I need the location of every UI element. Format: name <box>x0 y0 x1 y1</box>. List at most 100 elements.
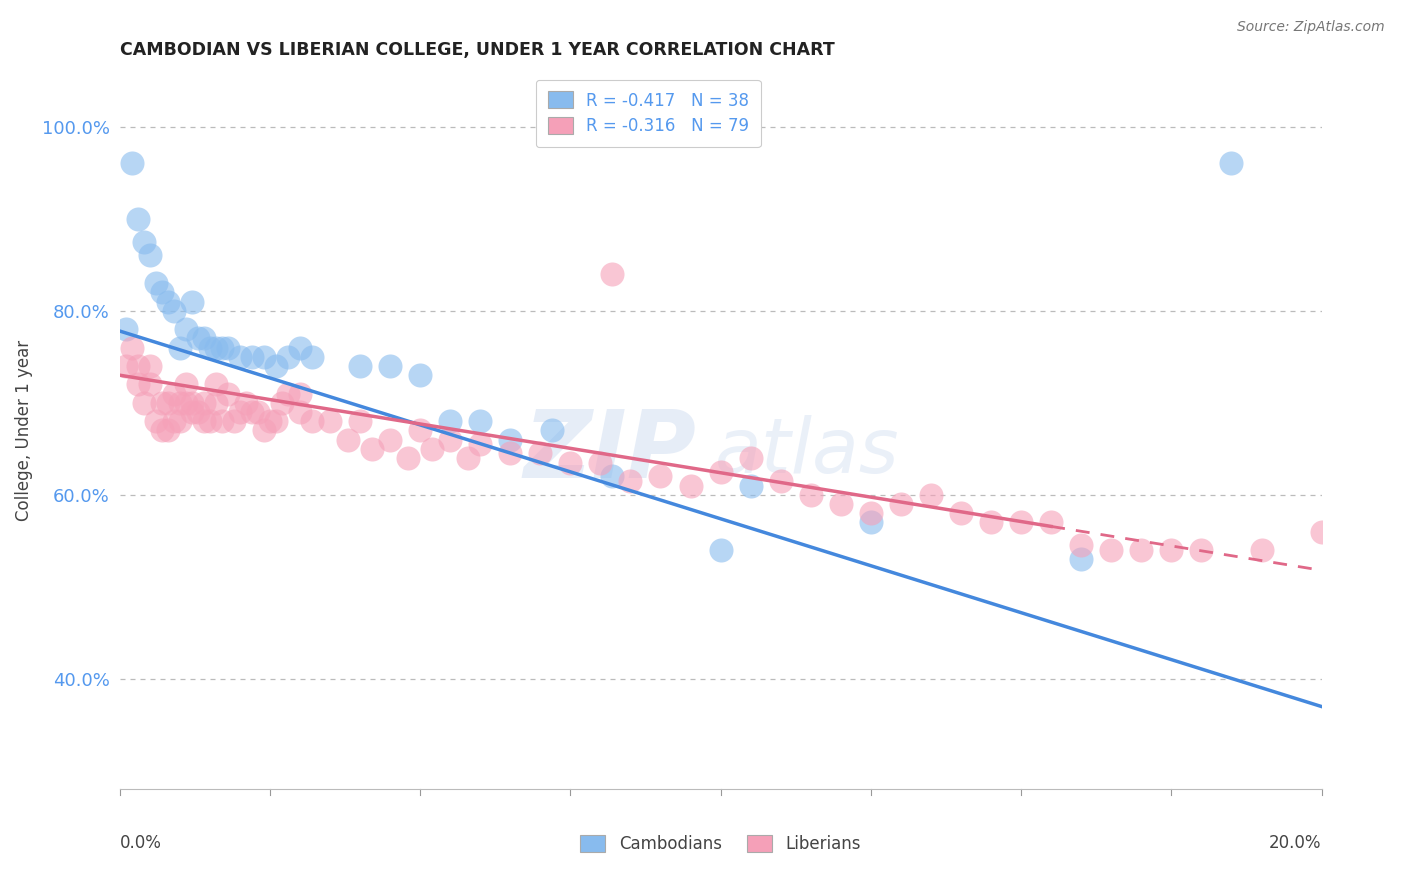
Point <box>740 478 762 492</box>
Point <box>156 396 179 410</box>
Point <box>174 322 197 336</box>
Point <box>650 469 672 483</box>
Point <box>800 488 823 502</box>
Point <box>246 405 269 419</box>
Point <box>950 506 973 520</box>
Point <box>204 396 226 410</box>
Point <box>301 350 323 364</box>
Point <box>264 414 287 428</box>
Point <box>187 331 209 345</box>
Point <box>288 341 311 355</box>
Point <box>193 414 215 428</box>
Point <box>132 396 155 410</box>
Point <box>114 359 136 373</box>
Point <box>264 359 287 373</box>
Point <box>619 474 641 488</box>
Point <box>1070 552 1092 566</box>
Point <box>259 414 281 428</box>
Point <box>156 294 179 309</box>
Point <box>361 442 384 456</box>
Point <box>114 322 136 336</box>
Y-axis label: College, Under 1 year: College, Under 1 year <box>15 340 34 521</box>
Point <box>1160 543 1182 558</box>
Point <box>1040 516 1063 530</box>
Point <box>499 433 522 447</box>
Point <box>138 359 160 373</box>
Point <box>409 424 432 438</box>
Point <box>560 456 582 470</box>
Point <box>121 156 143 170</box>
Point <box>228 350 252 364</box>
Point <box>121 341 143 355</box>
Point <box>222 414 245 428</box>
Text: 20.0%: 20.0% <box>1270 834 1322 852</box>
Point <box>180 294 202 309</box>
Point <box>349 359 371 373</box>
Point <box>396 450 419 465</box>
Point <box>138 248 160 262</box>
Point <box>162 303 184 318</box>
Point <box>145 414 167 428</box>
Point <box>156 424 179 438</box>
Point <box>187 405 209 419</box>
Point <box>830 497 852 511</box>
Point <box>468 414 492 428</box>
Point <box>709 465 731 479</box>
Point <box>859 506 882 520</box>
Point <box>541 424 564 438</box>
Point <box>980 516 1002 530</box>
Point <box>920 488 942 502</box>
Point <box>602 267 624 281</box>
Point <box>150 424 173 438</box>
Legend: Cambodians, Liberians: Cambodians, Liberians <box>574 829 868 860</box>
Point <box>859 516 882 530</box>
Point <box>709 543 731 558</box>
Point <box>145 276 167 290</box>
Point <box>253 350 276 364</box>
Point <box>169 414 191 428</box>
Point <box>169 341 191 355</box>
Point <box>336 433 359 447</box>
Point <box>253 424 276 438</box>
Point <box>1250 543 1272 558</box>
Point <box>319 414 342 428</box>
Point <box>127 359 149 373</box>
Point <box>1310 524 1333 539</box>
Point <box>240 350 263 364</box>
Point <box>679 478 702 492</box>
Point <box>602 469 624 483</box>
Point <box>211 414 233 428</box>
Point <box>150 396 173 410</box>
Point <box>204 341 226 355</box>
Point <box>132 235 155 249</box>
Point <box>162 386 184 401</box>
Point <box>204 377 226 392</box>
Point <box>277 350 299 364</box>
Point <box>211 341 233 355</box>
Point <box>270 396 292 410</box>
Point <box>1070 539 1092 553</box>
Point <box>439 414 461 428</box>
Point <box>589 456 612 470</box>
Point <box>769 474 792 488</box>
Point <box>162 414 184 428</box>
Point <box>378 433 401 447</box>
Point <box>349 414 371 428</box>
Point <box>228 405 252 419</box>
Point <box>1220 156 1243 170</box>
Point <box>288 386 311 401</box>
Point <box>301 414 323 428</box>
Point <box>1099 543 1122 558</box>
Text: CAMBODIAN VS LIBERIAN COLLEGE, UNDER 1 YEAR CORRELATION CHART: CAMBODIAN VS LIBERIAN COLLEGE, UNDER 1 Y… <box>120 41 834 59</box>
Point <box>1189 543 1212 558</box>
Point <box>217 341 239 355</box>
Point <box>1010 516 1032 530</box>
Point <box>180 405 202 419</box>
Point <box>169 396 191 410</box>
Point <box>439 433 461 447</box>
Point <box>1130 543 1153 558</box>
Point <box>150 285 173 300</box>
Text: 0.0%: 0.0% <box>120 834 162 852</box>
Point <box>235 396 257 410</box>
Point <box>288 405 311 419</box>
